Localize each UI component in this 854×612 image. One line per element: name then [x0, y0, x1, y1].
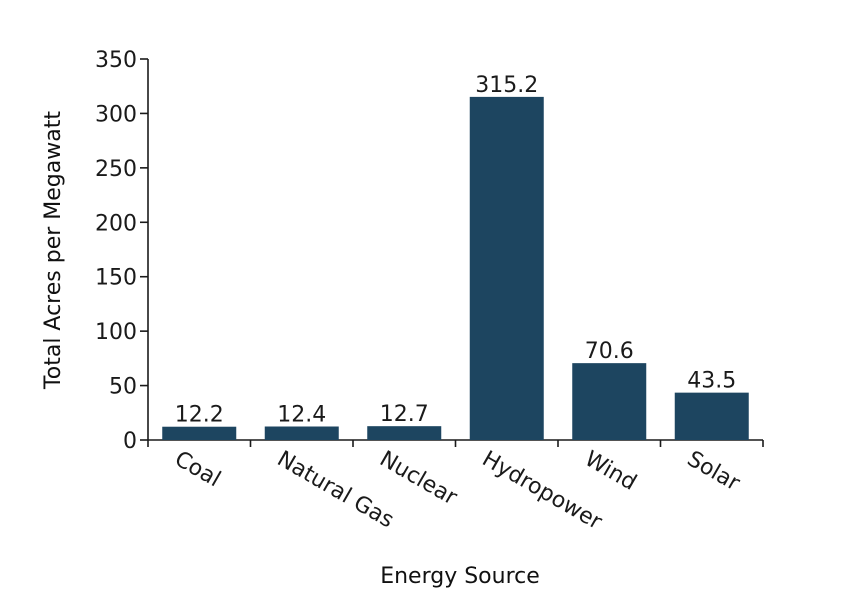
y-tick-label: 200 [95, 211, 137, 236]
bars-group [162, 96, 749, 440]
y-tick-label: 250 [95, 157, 137, 182]
y-axis-title: Total Acres per Megawatt [41, 111, 66, 390]
bar-value-label: 70.6 [585, 339, 634, 364]
x-axis-title: Energy Source [380, 564, 540, 589]
bar-value-label: 43.5 [687, 369, 736, 394]
x-category-label: Nuclear [375, 447, 462, 511]
y-tick-label: 350 [95, 48, 137, 73]
y-tick-label: 100 [95, 320, 137, 345]
x-category-label: Wind [580, 447, 640, 496]
value-labels-group: 12.2 12.4 12.7 315.2 70.6 43.5 [175, 73, 736, 428]
bar-coal [162, 426, 237, 440]
bar-wind [572, 363, 647, 440]
bar-value-label: 12.2 [175, 403, 224, 428]
x-axis [147, 439, 764, 447]
bar-nuclear [367, 426, 442, 440]
y-axis: 0 50 100 150 200 250 300 350 [95, 48, 149, 454]
bar-hydropower [469, 96, 544, 440]
y-tick-label: 300 [95, 102, 137, 127]
y-tick-label: 150 [95, 266, 137, 291]
bar-natural-gas [264, 426, 339, 440]
x-category-label: Coal [170, 447, 224, 493]
bar-value-label: 12.4 [277, 403, 326, 428]
y-tick-label: 50 [109, 375, 137, 400]
x-category-label: Solar [683, 447, 745, 497]
bar-value-label: 315.2 [475, 73, 538, 98]
bar-solar [674, 392, 749, 440]
y-tick-label: 0 [123, 429, 137, 454]
bar-value-label: 12.7 [380, 402, 429, 427]
